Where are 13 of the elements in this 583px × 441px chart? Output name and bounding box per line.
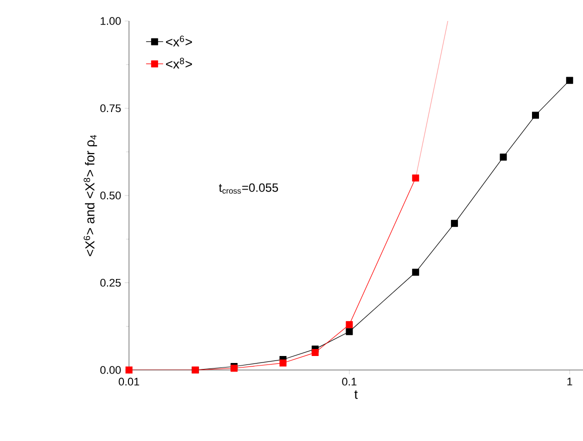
y-tick-label: 1.00: [100, 17, 121, 25]
legend-label: <x$^{8}$>: [166, 58, 192, 68]
y-tick-label: 0.25: [100, 278, 121, 287]
x-axis-title: t: [354, 390, 358, 399]
y-tick-label: 0.50: [100, 192, 121, 200]
y-axis-title: <X$^{6}$> and <X$^{8}$> for ρ$_{4}$: [84, 134, 98, 256]
annotation: t$_{cross}$=0.055: [218, 183, 278, 194]
x-tick-label: 1: [567, 378, 572, 386]
y-tick-label: 0.00: [100, 366, 121, 374]
legend-label: <x$^{6}$>: [166, 36, 192, 46]
x-tick-label: 0.01: [118, 378, 140, 386]
y-tick-label: 0.75: [100, 104, 121, 112]
x-tick-label: 0.1: [342, 378, 356, 386]
